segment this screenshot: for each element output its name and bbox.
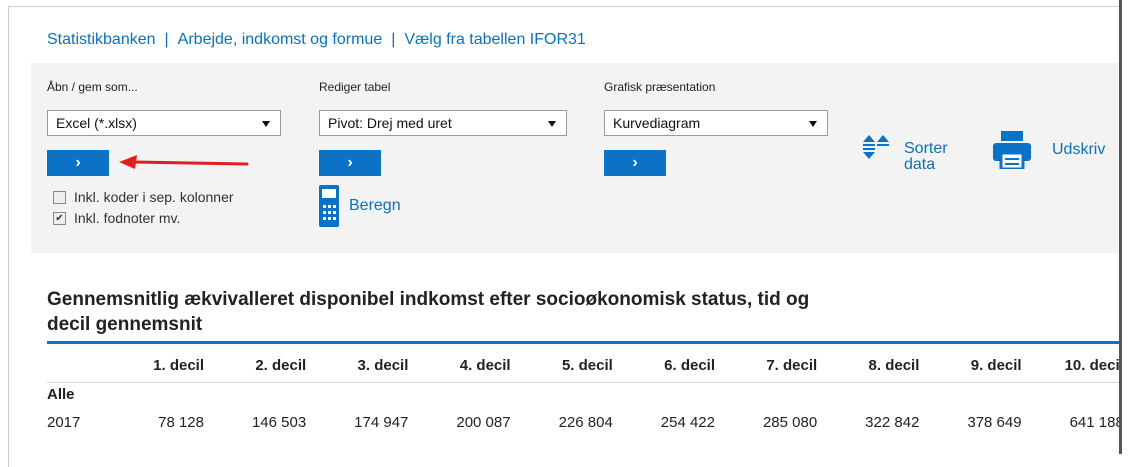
label: Åbn / gem som... xyxy=(47,80,138,94)
go-button[interactable]: › xyxy=(604,150,666,176)
table-cell: 226 804 xyxy=(558,414,613,431)
checkbox[interactable]: ✔ xyxy=(53,211,66,225)
column-header: 6. decil xyxy=(664,357,715,374)
calculator-icon[interactable] xyxy=(319,185,339,227)
column-header: 1. decil xyxy=(153,357,204,374)
column-header: 5. decil xyxy=(561,357,613,374)
table-cell: 200 087 xyxy=(456,414,511,431)
table-cell: 641 188 xyxy=(1069,414,1119,431)
breadcrumb-link[interactable]: Arbejde, indkomst og formue xyxy=(177,31,383,48)
select[interactable]: Pivot: Drej med uret xyxy=(319,110,567,136)
frame: Statistikbanken | Arbejde, indkomst og for… xyxy=(8,6,1119,467)
header-rule xyxy=(47,382,1119,383)
page: {"breadcrumb": ["Statistikbanken", "Arbe… xyxy=(8,0,1122,467)
label: Grafisk præsentation xyxy=(604,80,716,94)
breadcrumb-link[interactable]: Statistikbanken xyxy=(47,31,156,48)
print-icon[interactable] xyxy=(993,131,1031,169)
window-edge xyxy=(1119,0,1122,454)
sort-icon[interactable] xyxy=(863,135,889,159)
table-cell: 146 503 xyxy=(251,414,307,431)
column-header: 9. decil xyxy=(970,357,1022,374)
column-header: 8. decil xyxy=(868,357,920,374)
column-header: 7. decil xyxy=(766,357,818,374)
print-link[interactable]: Udskriv xyxy=(1052,141,1106,158)
checkbox-option[interactable]: Inkl. koder i sep. kolonner xyxy=(53,189,234,205)
column-header: 10. decil xyxy=(1064,357,1119,374)
separator: | xyxy=(391,31,396,48)
checkbox[interactable] xyxy=(53,190,66,204)
separator: | xyxy=(164,31,169,48)
select[interactable]: Excel (*.xlsx) xyxy=(47,110,281,136)
breadcrumb-link[interactable]: Vælg fra tabellen IFOR31 xyxy=(404,31,586,48)
select[interactable]: Kurvediagram xyxy=(604,110,828,136)
checkbox-option[interactable]: ✔ Inkl. fodnoter mv. xyxy=(53,210,180,226)
table-cell: 78 128 xyxy=(158,414,204,431)
table-cell: 174 947 xyxy=(354,414,409,431)
breadcrumb: Statistikbanken | Arbejde, indkomst og for… xyxy=(47,31,586,49)
table-cell: 378 649 xyxy=(967,414,1022,431)
red-arrow xyxy=(119,155,249,169)
column-header: 4. decil xyxy=(459,357,511,374)
table-cell: 285 080 xyxy=(762,414,818,431)
action-link[interactable]: Beregn xyxy=(349,197,401,214)
table-title: Gennemsnitlig ækvivalleret disponibel in… xyxy=(47,289,810,335)
table-cell: 254 422 xyxy=(660,414,715,431)
checkbox-label: Inkl. fodnoter mv. xyxy=(74,210,181,226)
checkbox-label: Inkl. koder i sep. kolonner xyxy=(74,189,234,205)
row-group: Alle xyxy=(47,386,75,403)
column-header: 3. decil xyxy=(357,357,409,374)
go-button[interactable]: › xyxy=(319,150,381,176)
row-label: 2017 xyxy=(47,414,81,431)
toolbar: Åbn / gem som... Excel (*.xlsx) › Inkl. … xyxy=(31,63,1119,253)
label: Rediger tabel xyxy=(319,80,391,94)
sort-link[interactable]: Sorter data xyxy=(904,140,948,173)
table-cell: 322 842 xyxy=(865,414,920,431)
table-rule xyxy=(47,341,1119,344)
column-header: 2. decil xyxy=(255,357,307,374)
go-button[interactable]: › xyxy=(47,150,109,176)
